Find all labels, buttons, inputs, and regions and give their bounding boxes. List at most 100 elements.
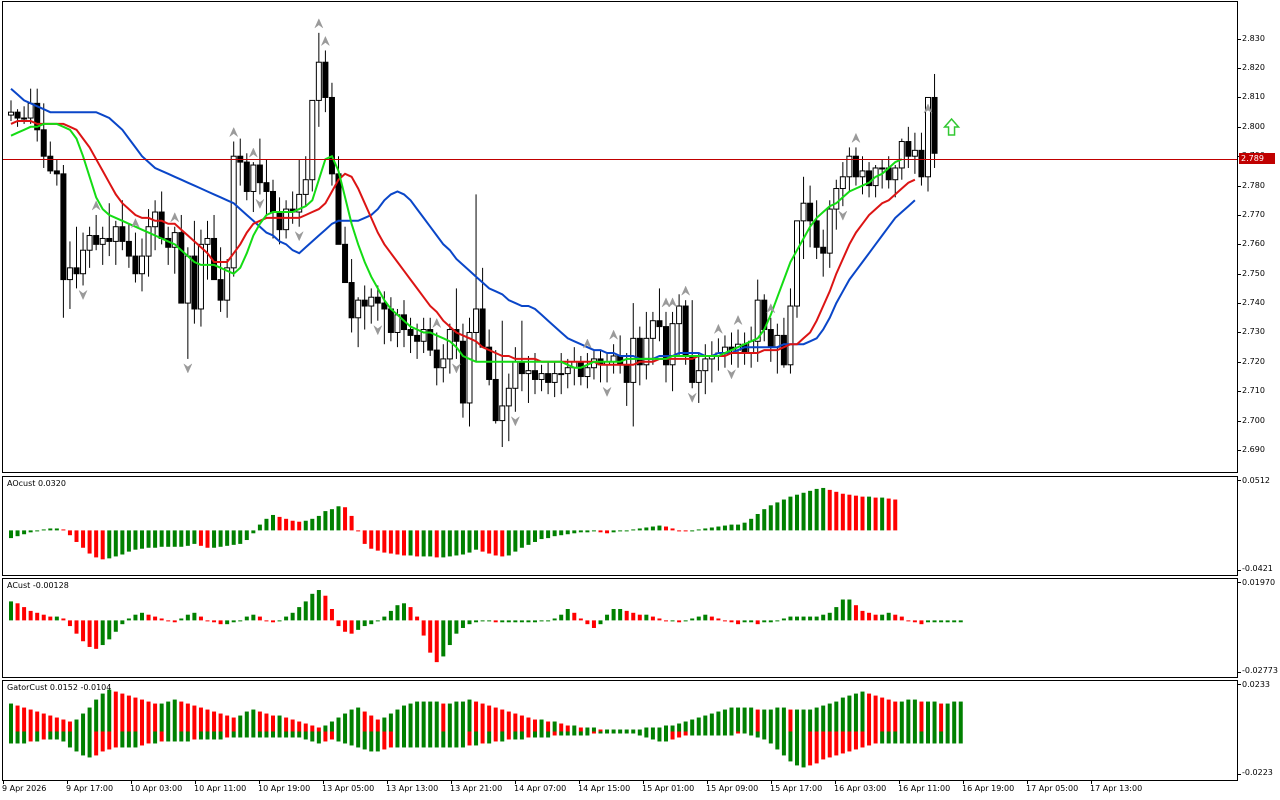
gator-indicator-pane[interactable]: GatorCust 0.0152 -0.0104: [2, 680, 1238, 781]
candle: [623, 353, 630, 406]
gator-upper-bar: [781, 707, 786, 732]
ac-bar: [428, 620, 433, 653]
ao-bar: [244, 530, 249, 541]
ao-bar: [519, 530, 524, 548]
candle: [125, 223, 132, 268]
gator-upper-bar: [912, 699, 917, 732]
ao-bar: [814, 488, 819, 531]
ac-bar: [749, 620, 754, 623]
ac-indicator-pane[interactable]: ACust -0.00128: [2, 578, 1238, 678]
gator-lower-bar: [644, 731, 649, 738]
candle-body-bear: [433, 349, 440, 369]
gator-upper-bar: [932, 701, 937, 732]
candle: [584, 353, 591, 389]
candle: [296, 159, 303, 227]
gator-upper-bar: [94, 699, 99, 732]
candle-body-bull: [702, 358, 709, 372]
gator-lower-bar: [303, 731, 308, 740]
ao-bar: [526, 530, 531, 545]
ao-bar: [153, 530, 158, 548]
price-axis-tick-label: 2.700: [1242, 415, 1265, 425]
gator-lower-bar: [926, 731, 930, 744]
ao-bar: [290, 520, 295, 531]
candle-body-bull: [649, 320, 656, 339]
candle: [401, 300, 407, 348]
gator-lower-bar: [415, 731, 420, 748]
ao-bar: [35, 530, 40, 532]
ac-bar: [926, 620, 930, 623]
price-axis-tick-label: 2.830: [1242, 33, 1265, 43]
candle-body-bear: [689, 355, 696, 383]
ac-bar: [467, 620, 472, 625]
candle-body-bull: [538, 373, 545, 380]
ao-bar: [179, 530, 184, 547]
ao-bar: [683, 530, 688, 532]
candle-body-bull: [171, 232, 178, 248]
candle-body-bear: [414, 334, 421, 342]
candle: [597, 350, 604, 383]
gator-lower-bar: [840, 731, 845, 754]
ac-bar: [107, 620, 112, 640]
ao-bar: [585, 530, 590, 533]
ao-bar: [395, 530, 400, 555]
ao-bar: [434, 530, 439, 558]
ac-bar: [958, 620, 963, 623]
gator-lower-bar: [198, 731, 203, 740]
gator-upper-bar: [310, 725, 315, 732]
gator-upper-bar: [834, 701, 839, 732]
gator-lower-bar: [814, 731, 819, 764]
ao-bar: [775, 502, 780, 531]
gator-lower-bar: [212, 731, 217, 740]
candle-body-bear: [479, 308, 486, 348]
price-chart-pane[interactable]: [2, 1, 1238, 473]
ao-bar: [140, 530, 144, 549]
ao-bar: [493, 530, 498, 556]
gator-lower-bar: [467, 731, 472, 746]
gator-lower-bar: [480, 731, 485, 744]
candle: [302, 156, 309, 207]
ac-bar: [729, 620, 734, 623]
ao-bar: [500, 530, 505, 557]
gator-upper-bar: [100, 693, 105, 732]
candle: [361, 285, 368, 330]
gator-lower-bar: [650, 731, 655, 740]
ao-bar: [284, 518, 289, 531]
gator-upper-bar: [716, 711, 721, 732]
ac-bar: [873, 614, 878, 621]
ao-indicator-pane[interactable]: AOcust 0.0320: [2, 476, 1238, 576]
ao-axis-min: -0.0421: [1242, 564, 1273, 573]
ao-bar: [781, 499, 786, 531]
gator-lower-bar: [474, 731, 479, 746]
price-axis-tick-label: 2.780: [1242, 180, 1265, 190]
ac-bar: [578, 618, 583, 621]
candle-body-bull: [86, 235, 93, 251]
time-axis-tickmark: [515, 781, 516, 784]
ao-bar: [382, 530, 387, 553]
time-axis-tickmark: [131, 781, 132, 784]
candle: [119, 200, 126, 251]
time-axis-label: 13 Apr 05:00: [322, 784, 375, 793]
ao-bar: [336, 506, 341, 531]
ao-bar: [821, 487, 826, 531]
candle: [145, 209, 152, 277]
ao-bar: [74, 530, 79, 542]
fractal-up-marker: [582, 338, 593, 349]
gator-lower-bar: [81, 731, 86, 756]
fractal-down-marker: [726, 369, 737, 380]
ac-bar: [703, 614, 708, 621]
gator-upper-bar: [257, 711, 262, 732]
ac-bar: [952, 620, 957, 623]
gator-lower-bar: [952, 731, 957, 744]
gator-upper-bar: [146, 701, 151, 732]
candle: [702, 344, 709, 395]
ac-bar: [395, 605, 400, 621]
gator-lower-bar: [192, 731, 197, 740]
price-axis-tick-label: 2.760: [1242, 239, 1265, 249]
ac-bar: [15, 603, 20, 621]
ac-bar: [533, 620, 537, 623]
ac-bar: [159, 618, 164, 621]
candle-body-bull: [676, 305, 683, 325]
ac-bar: [434, 620, 439, 663]
gator-upper-bar: [172, 699, 177, 732]
candle: [558, 353, 565, 395]
